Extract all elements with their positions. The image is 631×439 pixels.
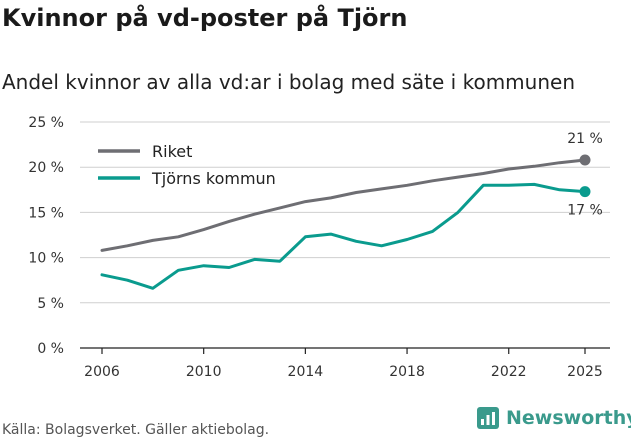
x-tick-label: 2014 bbox=[288, 364, 324, 380]
x-tick-label: 2006 bbox=[84, 364, 120, 380]
legend-label-riket: Riket bbox=[152, 142, 192, 161]
x-tick-label: 2025 bbox=[567, 364, 603, 380]
y-tick-label: 10 % bbox=[28, 251, 64, 267]
brand-name: Newsworthy bbox=[506, 407, 631, 429]
x-tick-label: 2022 bbox=[491, 364, 527, 380]
brand-logo: Newsworthy bbox=[476, 406, 631, 430]
y-tick-label: 15 % bbox=[28, 205, 64, 221]
chart-title: Kvinnor på vd-poster på Tjörn bbox=[2, 4, 408, 32]
y-tick-label: 5 % bbox=[37, 296, 64, 312]
x-tick-label: 2010 bbox=[186, 364, 222, 380]
end-label-tjörns-kommun: 17 % bbox=[567, 203, 603, 219]
series-line-tjörns-kommun bbox=[100, 182, 587, 290]
newsworthy-logo-icon bbox=[477, 407, 499, 429]
y-tick-label: 20 % bbox=[28, 160, 64, 176]
y-tick-label: 0 % bbox=[37, 341, 64, 357]
x-tick-label: 2018 bbox=[389, 364, 425, 380]
end-marker-tjörns-kommun bbox=[579, 186, 591, 198]
axes: 0 % 5 % 10 % 15 % 20 % 25 % 2006 2010 2014 2018 20… bbox=[28, 115, 610, 380]
y-tick-label: 25 % bbox=[28, 115, 64, 131]
legend: Riket Tjörns kommun bbox=[98, 142, 276, 188]
series-line-riket bbox=[100, 158, 587, 252]
legend-label-tjörns-kommun: Tjörns kommun bbox=[151, 169, 276, 188]
end-label-riket: 21 % bbox=[567, 131, 603, 147]
source-note: Källa: Bolagsverket. Gäller aktiebolag. bbox=[2, 422, 270, 438]
chart-subtitle: Andel kvinnor av alla vd:ar i bolag med … bbox=[2, 70, 575, 94]
series: 21 % 17 % bbox=[100, 131, 603, 290]
end-marker-riket bbox=[579, 154, 591, 166]
